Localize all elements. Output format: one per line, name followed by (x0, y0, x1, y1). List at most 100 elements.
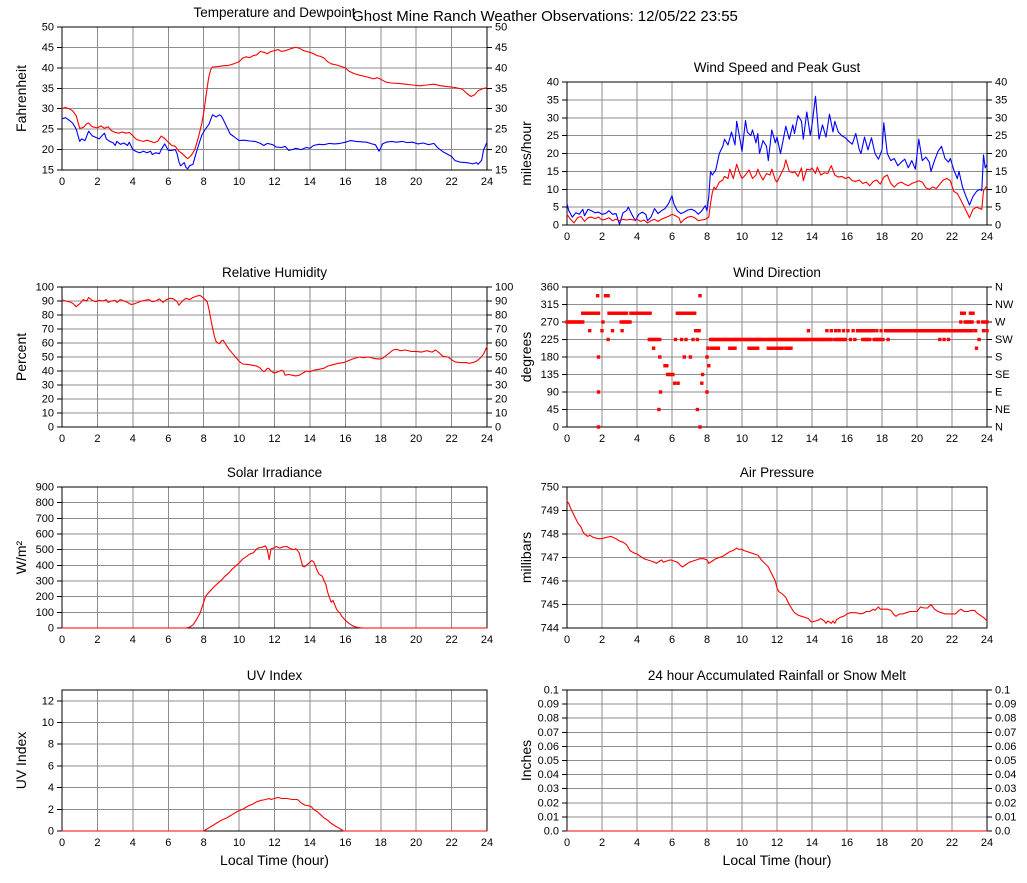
chart-title: Air Pressure (740, 465, 814, 480)
y-tick-label-right: 60 (495, 338, 507, 350)
y-tick-label: 747 (541, 552, 559, 564)
x-axis-label: Local Time (hour) (220, 852, 329, 868)
chart-grid (57, 690, 488, 832)
x-tick-label: 18 (876, 433, 888, 445)
x-tick-label: 24 (481, 433, 493, 445)
chart-grid (57, 286, 492, 428)
y-tick-label: 0.03 (538, 783, 559, 795)
x-tick-label: 2 (599, 837, 605, 849)
y-tick-label: 10 (547, 184, 559, 196)
y-tick-label: 0.02 (538, 797, 559, 809)
x-tick-label: 8 (704, 837, 710, 849)
y-tick-label: 30 (42, 103, 54, 115)
x-tick-label: 4 (634, 634, 640, 646)
chart-grid (57, 26, 492, 171)
y-tick-label: 0 (553, 422, 559, 434)
y-tick-label-right: 50 (495, 22, 507, 34)
x-tick-label: 16 (339, 433, 351, 445)
y-tick-label-right: 0.03 (995, 783, 1016, 795)
y-tick-label: 800 (36, 497, 54, 509)
x-tick-label: 14 (806, 634, 818, 646)
y-tick-label-right: 0.02 (995, 797, 1016, 809)
x-tick-label: 24 (481, 837, 493, 849)
series-uv-line (61, 796, 488, 832)
y-tick-label: 0.09 (538, 699, 559, 711)
y-tick-label: 315 (541, 299, 559, 311)
plot-border (61, 26, 488, 171)
series-peak-gust-line (566, 95, 988, 225)
x-tick-label: 8 (201, 634, 207, 646)
y-tick-label: 2 (48, 804, 54, 816)
y-tick-label-right: 0 (495, 422, 501, 434)
y-tick-label: 25 (547, 130, 559, 142)
x-tick-label: 24 (981, 433, 993, 445)
y-tick-label: 0.01 (538, 811, 559, 823)
x-tick-label: 22 (946, 231, 958, 243)
x-tick-label: 14 (304, 176, 316, 188)
x-tick-label: 20 (410, 837, 422, 849)
x-tick-label: 6 (669, 231, 675, 243)
y-tick-label: 400 (36, 560, 54, 572)
y-tick-label-right: 30 (495, 103, 507, 115)
chart-title: Wind Speed and Peak Gust (694, 60, 861, 75)
y-tick-label: 25 (42, 124, 54, 136)
y-tick-label: 100 (36, 282, 54, 294)
x-tick-label: 0 (564, 837, 570, 849)
y-tick-label-right: 0.04 (995, 769, 1016, 781)
series-temperature-line (61, 46, 488, 160)
x-tick-label: 16 (841, 231, 853, 243)
x-tick-label: 6 (669, 837, 675, 849)
x-tick-label: 20 (410, 634, 422, 646)
x-tick-label: 12 (268, 433, 280, 445)
series-pressure-line (566, 500, 988, 624)
chart-title: Solar Irradiance (227, 465, 322, 480)
x-tick-label: 0 (59, 634, 65, 646)
x-tick-label: 2 (599, 231, 605, 243)
x-tick-label: 2 (94, 176, 100, 188)
y-tick-label: 135 (541, 369, 559, 381)
y-tick-label-right: 25 (495, 124, 507, 136)
y-tick-label: 749 (541, 505, 559, 517)
y-tick-label-right: 30 (495, 380, 507, 392)
x-tick-label: 10 (233, 837, 245, 849)
x-tick-label: 20 (911, 231, 923, 243)
x-tick-label: 24 (481, 634, 493, 646)
x-tick-label: 18 (876, 231, 888, 243)
plot-border (566, 286, 988, 428)
y-tick-label: 746 (541, 576, 559, 588)
x-tick-label: 10 (736, 231, 748, 243)
compass-label: SW (995, 334, 1013, 346)
x-tick-label: 18 (375, 433, 387, 445)
y-tick-label-right: 90 (495, 296, 507, 308)
chart-grid (562, 486, 988, 629)
chart-solar-irradiance: Solar IrradianceW/m²01002003004005006007… (13, 465, 493, 646)
x-tick-label: 20 (911, 837, 923, 849)
y-axis-label: Percent (13, 333, 29, 381)
x-tick-label: 14 (304, 433, 316, 445)
y-tick-label-right: 20 (495, 394, 507, 406)
y-tick-label-right: 50 (495, 352, 507, 364)
y-tick-label: 8 (48, 739, 54, 751)
x-tick-label: 10 (736, 837, 748, 849)
x-tick-label: 0 (59, 176, 65, 188)
x-axis-label: Local Time (hour) (723, 852, 832, 868)
plot-border (566, 486, 988, 629)
x-tick-label: 6 (165, 176, 171, 188)
y-tick-label: 225 (541, 334, 559, 346)
x-tick-label: 20 (410, 176, 422, 188)
y-tick-label: 500 (36, 544, 54, 556)
x-tick-label: 18 (375, 837, 387, 849)
x-tick-label: 8 (704, 433, 710, 445)
series-humidity-line (61, 294, 488, 377)
panel-rainfall: 24 hour Accumulated Rainfall or Snow Mel… (510, 658, 1027, 883)
y-axis-label: W/m² (13, 540, 29, 574)
y-tick-label: 744 (541, 623, 559, 635)
x-tick-label: 6 (669, 433, 675, 445)
x-tick-label: 12 (268, 837, 280, 849)
y-tick-label: 0.1 (544, 685, 559, 697)
chart-wind-direction: Wind Directiondegrees0459013518022527031… (518, 265, 1014, 445)
y-tick-label: 748 (541, 529, 559, 541)
x-tick-label: 14 (304, 837, 316, 849)
